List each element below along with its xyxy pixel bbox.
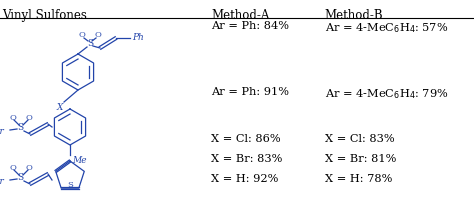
Text: O: O (9, 114, 17, 122)
Text: Method-A: Method-A (211, 9, 269, 22)
Text: X = Cl: 83%: X = Cl: 83% (325, 134, 394, 144)
Text: X = Br: 81%: X = Br: 81% (325, 154, 396, 164)
Text: Me: Me (72, 156, 87, 165)
Text: Ar: Ar (0, 176, 4, 185)
Text: Ar = Ph: 91%: Ar = Ph: 91% (211, 87, 289, 97)
Text: Vinyl Sulfones: Vinyl Sulfones (2, 9, 87, 22)
Text: O: O (26, 164, 32, 172)
Text: S: S (17, 174, 23, 183)
Text: X = Br: 83%: X = Br: 83% (211, 154, 283, 164)
Text: Ar = 4-MeC$_6$H$_4$: 57%: Ar = 4-MeC$_6$H$_4$: 57% (325, 21, 448, 35)
Text: Ar: Ar (0, 126, 4, 136)
Text: X: X (56, 103, 63, 112)
Text: Ar = 4-MeC$_6$H$_4$: 79%: Ar = 4-MeC$_6$H$_4$: 79% (325, 87, 448, 101)
Text: S: S (67, 181, 73, 189)
Text: O: O (79, 31, 85, 39)
Text: O: O (94, 31, 101, 39)
Text: O: O (9, 164, 17, 172)
Text: X = H: 78%: X = H: 78% (325, 174, 392, 184)
Text: X = H: 92%: X = H: 92% (211, 174, 278, 184)
Text: S: S (17, 123, 23, 132)
Text: S: S (87, 40, 93, 48)
Text: Method-B: Method-B (325, 9, 383, 22)
Text: X = Cl: 86%: X = Cl: 86% (211, 134, 281, 144)
Text: O: O (26, 114, 32, 122)
Text: Ph: Ph (132, 33, 144, 42)
Text: Ar = Ph: 84%: Ar = Ph: 84% (211, 21, 289, 31)
